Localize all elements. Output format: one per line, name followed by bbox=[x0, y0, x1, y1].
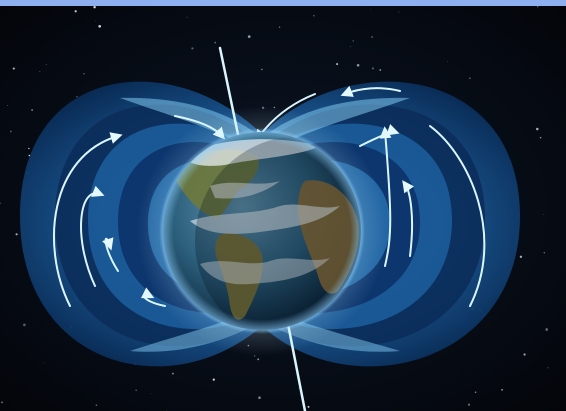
star bbox=[370, 8, 371, 10]
star bbox=[298, 387, 300, 389]
star bbox=[258, 396, 261, 399]
field-line-left-outer bbox=[53, 132, 123, 307]
field-line-left-inner bbox=[102, 237, 119, 272]
field-line-right-upper bbox=[359, 124, 400, 147]
star bbox=[23, 323, 26, 327]
star bbox=[379, 69, 382, 71]
star bbox=[543, 252, 545, 254]
star bbox=[469, 77, 471, 79]
star bbox=[545, 328, 549, 331]
star bbox=[537, 6, 539, 8]
star bbox=[28, 147, 30, 150]
star bbox=[39, 71, 41, 72]
star bbox=[212, 378, 215, 381]
star bbox=[74, 10, 77, 13]
star bbox=[352, 40, 354, 42]
star bbox=[247, 35, 251, 38]
star bbox=[257, 358, 260, 361]
star bbox=[9, 130, 12, 133]
field-line-left-low bbox=[140, 287, 166, 307]
field-line-left-mid bbox=[80, 185, 105, 287]
star bbox=[31, 109, 33, 111]
star bbox=[93, 6, 96, 9]
star bbox=[76, 95, 78, 98]
star bbox=[307, 405, 310, 408]
star bbox=[95, 20, 96, 22]
star bbox=[350, 45, 352, 47]
star bbox=[43, 362, 45, 364]
magnetosphere-scene bbox=[0, 6, 566, 411]
star bbox=[28, 154, 31, 157]
star bbox=[336, 63, 339, 66]
star bbox=[98, 24, 102, 28]
star bbox=[191, 47, 194, 50]
field-line-right-mid bbox=[402, 180, 415, 257]
top-accent-bar bbox=[0, 0, 566, 6]
star bbox=[278, 26, 281, 28]
star bbox=[135, 389, 137, 391]
star bbox=[0, 202, 1, 205]
star bbox=[542, 213, 544, 215]
star bbox=[313, 15, 315, 17]
star bbox=[547, 367, 549, 369]
star bbox=[15, 233, 18, 236]
star bbox=[7, 104, 9, 106]
star bbox=[474, 391, 477, 394]
star bbox=[398, 11, 400, 13]
star bbox=[447, 60, 448, 62]
star bbox=[150, 393, 152, 394]
star bbox=[371, 67, 374, 70]
north-polar-funnel bbox=[120, 97, 410, 156]
field-line-right-outer bbox=[429, 125, 486, 307]
star bbox=[523, 353, 526, 356]
star bbox=[536, 127, 539, 131]
star bbox=[467, 403, 471, 406]
star bbox=[12, 67, 15, 70]
star bbox=[45, 63, 47, 65]
field-line-right-inner bbox=[379, 126, 392, 267]
south-polar-funnel bbox=[130, 306, 400, 352]
star bbox=[371, 36, 373, 38]
star bbox=[356, 64, 360, 67]
star bbox=[171, 372, 174, 375]
star bbox=[519, 255, 523, 258]
star bbox=[1, 401, 4, 404]
star bbox=[539, 136, 542, 139]
star bbox=[95, 404, 98, 406]
star bbox=[186, 16, 188, 18]
field-line-right-top bbox=[340, 85, 401, 97]
star bbox=[83, 73, 85, 75]
star bbox=[261, 68, 263, 71]
star bbox=[214, 41, 217, 44]
star bbox=[501, 389, 503, 391]
